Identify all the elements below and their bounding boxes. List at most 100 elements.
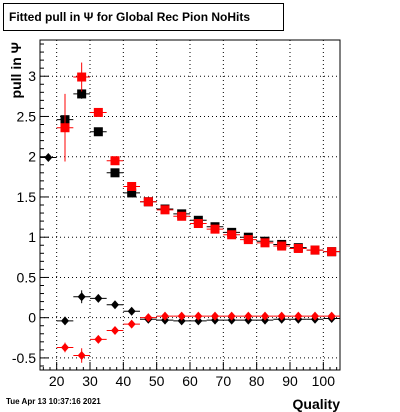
square-marker (243, 235, 253, 245)
data-point (140, 197, 157, 207)
x-tick-label: 60 (182, 373, 198, 389)
plot-frame (39, 39, 341, 371)
data-point (323, 311, 340, 321)
square-marker (93, 107, 103, 117)
square-marker (77, 89, 87, 99)
square-marker (327, 247, 337, 257)
square-marker (227, 230, 237, 240)
diamond-marker (77, 351, 86, 361)
y-tick-label: 0 (28, 310, 36, 326)
diamond-marker (294, 311, 303, 321)
x-tick-label: 90 (282, 373, 298, 389)
diamond-marker (44, 153, 53, 163)
date-stamp: Tue Apr 13 10:37:16 2021 (6, 397, 101, 406)
diamond-marker (161, 311, 169, 321)
axes: 20 30 40 50 60 70 80 90 100 -0.5 0 0.5 1 1.5 2 2.5 3 (12, 43, 338, 389)
x-tick-label: 40 (116, 373, 132, 389)
diamond-marker (227, 311, 236, 321)
square-marker (310, 245, 320, 255)
square-marker (177, 211, 187, 221)
data-point (106, 326, 124, 336)
data-point (323, 247, 340, 257)
data-point (273, 241, 290, 251)
data-point (73, 290, 90, 304)
square-marker (293, 243, 303, 253)
data-point (90, 127, 107, 137)
square-marker (193, 219, 203, 229)
x-axis-label: Quality (293, 396, 341, 412)
diamond-marker (327, 311, 336, 321)
square-marker (110, 156, 120, 166)
data-point (223, 230, 240, 240)
x-tick-label: 100 (312, 373, 336, 389)
data-point (123, 306, 140, 316)
data-point (56, 93, 74, 162)
data-point (173, 316, 190, 326)
data-point (290, 243, 307, 253)
data-point (40, 153, 57, 163)
data-point (240, 311, 257, 321)
data-point (206, 224, 224, 234)
x-tick-label: 50 (149, 373, 165, 389)
data-point (173, 311, 190, 321)
y-tick-label: 1 (28, 229, 36, 245)
data-point (306, 245, 324, 255)
square-marker (77, 72, 87, 82)
y-tick-label: 2 (28, 149, 36, 165)
diamond-marker (211, 311, 219, 321)
data-point (56, 342, 74, 353)
data-point (106, 300, 124, 310)
y-tick-label: 0.5 (17, 269, 37, 285)
data-point (156, 205, 174, 215)
square-marker (127, 181, 137, 191)
diamond-marker (61, 316, 69, 326)
square-marker (143, 197, 153, 207)
diamond-marker (277, 311, 286, 321)
data-point (90, 107, 107, 117)
data-point (273, 311, 290, 321)
diamond-marker (261, 311, 269, 321)
data-point (140, 313, 157, 323)
chart-title: Fitted pull in Ψ for Global Rec Pion NoH… (3, 3, 284, 31)
data-point (156, 311, 174, 321)
data-point (123, 181, 140, 191)
square-marker (93, 127, 103, 137)
data-point (256, 311, 274, 321)
diamond-marker (94, 334, 103, 344)
diamond-marker (127, 306, 136, 316)
square-marker (260, 238, 270, 248)
data-point (223, 311, 240, 321)
square-marker (160, 205, 170, 215)
y-tick-label: 1.5 (17, 189, 37, 205)
y-tick-label: 3 (28, 68, 36, 84)
diamond-marker (144, 313, 153, 323)
data-point (90, 334, 107, 344)
x-tick-label: 70 (216, 373, 232, 389)
x-tick-label: 30 (82, 373, 98, 389)
diamond-marker (77, 292, 86, 302)
data-point (123, 319, 140, 329)
square-marker (210, 224, 220, 234)
x-tick-label: 80 (249, 373, 265, 389)
diamond-marker (94, 293, 103, 303)
data-point (190, 316, 207, 326)
diamond-marker (177, 311, 186, 321)
data-point (290, 311, 307, 321)
square-marker (110, 168, 120, 178)
data-point (106, 156, 124, 166)
data-point (190, 219, 207, 229)
square-marker (60, 123, 70, 133)
y-tick-label: 2.5 (17, 108, 37, 124)
data-point (73, 348, 90, 363)
diamond-marker (111, 300, 119, 310)
data-point (123, 188, 140, 198)
y-tick-label: -0.5 (12, 350, 36, 366)
x-tick-label: 20 (49, 373, 65, 389)
square-marker (277, 241, 287, 251)
diamond-marker (177, 316, 186, 326)
data-point (190, 311, 207, 321)
data-point (306, 311, 324, 321)
diamond-marker (111, 326, 119, 336)
diamond-marker (244, 311, 253, 321)
